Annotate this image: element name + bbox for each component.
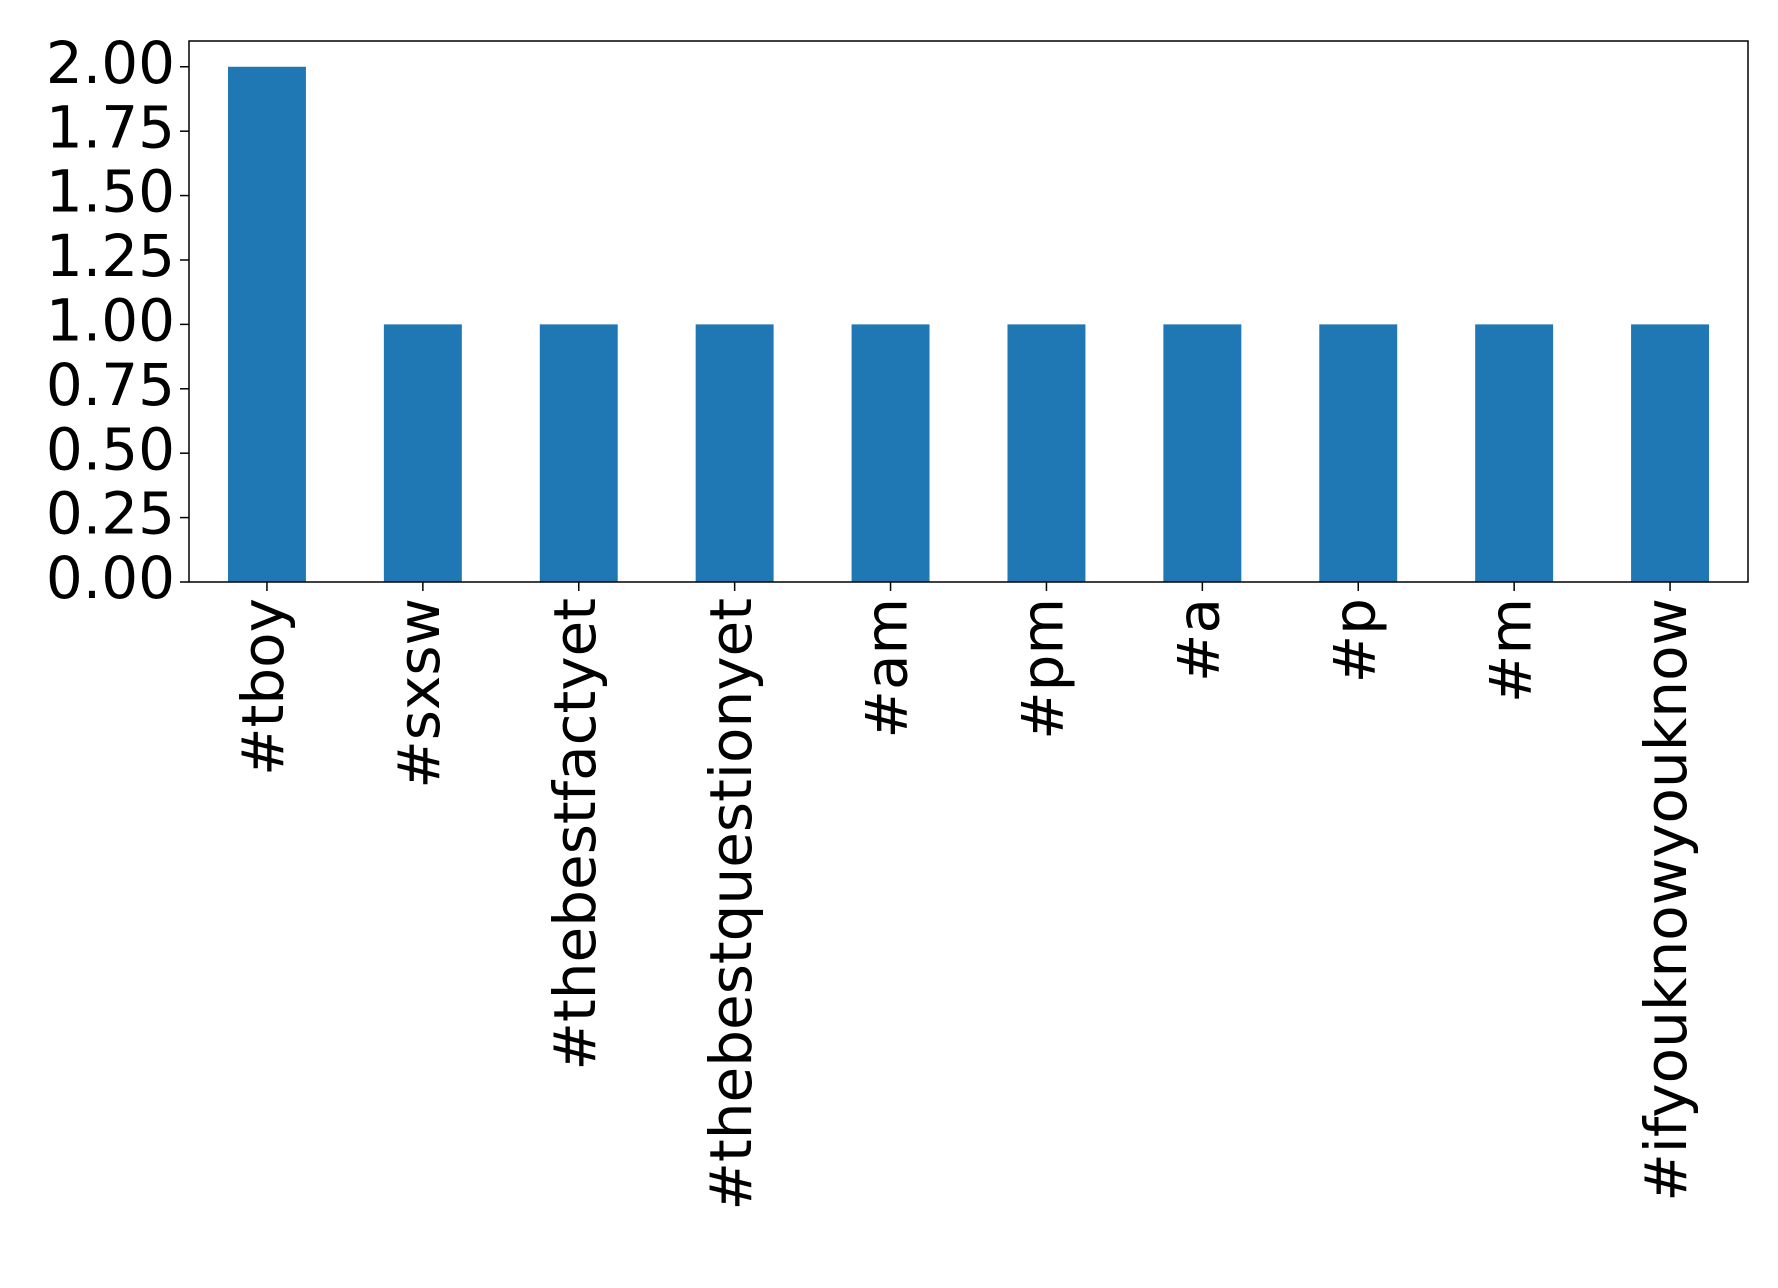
x-tick-label: #am xyxy=(853,598,921,739)
y-tick-label: 1.00 xyxy=(46,286,175,354)
y-tick-label: 1.75 xyxy=(46,93,175,161)
bar xyxy=(1319,324,1398,582)
x-tick-label: #ifyouknowyouknow xyxy=(1632,598,1700,1202)
y-tick-label: 2.00 xyxy=(46,29,175,97)
y-tick-label: 0.00 xyxy=(46,544,175,612)
y-tick-label: 0.50 xyxy=(46,415,175,483)
bar xyxy=(539,324,618,582)
bar xyxy=(1163,324,1242,582)
x-tick-label: #m xyxy=(1476,598,1544,703)
bar xyxy=(227,66,306,582)
bar xyxy=(1007,324,1086,582)
x-tick-label: #p xyxy=(1320,598,1388,683)
x-tick-label: #tboy xyxy=(229,598,297,776)
x-tick-label: #thebestquestionyet xyxy=(697,598,765,1211)
y-tick-label: 1.50 xyxy=(46,158,175,226)
plot-frame xyxy=(188,40,1749,583)
bar xyxy=(383,324,462,582)
x-tick-label: #thebestfactyet xyxy=(541,598,609,1071)
x-tick-label: #sxsw xyxy=(385,598,453,789)
x-tick-label: #pm xyxy=(1009,598,1077,740)
x-tick-label: #a xyxy=(1164,598,1232,682)
y-tick-label: 0.75 xyxy=(46,351,175,419)
bar xyxy=(695,324,774,582)
bar xyxy=(1631,324,1710,582)
y-tick-label: 0.25 xyxy=(46,480,175,548)
bar xyxy=(851,324,930,582)
bar xyxy=(1475,324,1554,582)
y-tick-label: 1.25 xyxy=(46,222,175,290)
